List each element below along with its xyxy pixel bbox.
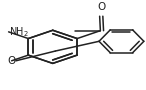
Text: O: O	[97, 2, 105, 12]
Text: NH$_2$: NH$_2$	[9, 25, 29, 39]
Text: O: O	[7, 56, 16, 66]
